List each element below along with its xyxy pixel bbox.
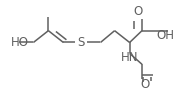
Text: O: O: [133, 5, 142, 18]
Text: HN: HN: [121, 51, 138, 64]
Text: S: S: [77, 36, 85, 49]
Text: OH: OH: [157, 29, 175, 42]
Text: HO: HO: [10, 36, 28, 49]
Text: O: O: [140, 78, 149, 91]
